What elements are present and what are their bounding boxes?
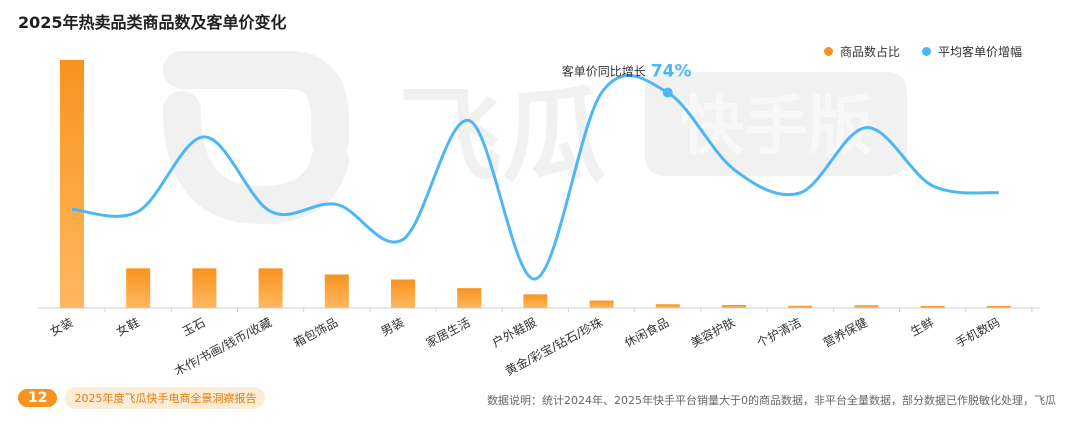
x-tick-label-4: 箱包饰品 — [291, 314, 340, 350]
bar-5 — [391, 279, 415, 308]
x-tick-label-12: 营养保健 — [820, 314, 869, 350]
x-tick-label-7: 户外鞋服 — [489, 314, 538, 350]
bar-4 — [324, 274, 349, 308]
highlight-point — [662, 87, 673, 98]
watermark-brand: 飞瓜 — [398, 75, 606, 197]
bar-2 — [192, 268, 217, 308]
report-name: 2025年度飞瓜快手电商全景洞察报告 — [65, 387, 266, 409]
legend-swatch-bar — [823, 47, 833, 56]
bar-8 — [589, 300, 614, 308]
x-tick-label-2: 玉石 — [180, 315, 208, 339]
legend-item-bar: 商品数占比 — [823, 43, 900, 60]
annotation-label: 客单价同比增长 — [562, 64, 646, 79]
x-tick-label-14: 手机数码 — [953, 314, 1002, 350]
watermark-logo-arc — [163, 91, 349, 225]
legend-item-line: 平均客单价增幅 — [921, 43, 1022, 60]
bar-12 — [854, 305, 879, 308]
bar-11 — [788, 305, 813, 308]
watermark-tag: 快手版 — [680, 90, 872, 164]
legend-label-bar: 商品数占比 — [839, 45, 900, 59]
watermark: 飞瓜 快手版 — [163, 51, 907, 225]
bar-0 — [60, 60, 84, 308]
bar-6 — [457, 288, 482, 308]
x-tick-label-0: 女装 — [47, 314, 75, 339]
x-tick-label-9: 休闲食品 — [622, 314, 671, 350]
x-tick-label-5: 男装 — [379, 315, 407, 339]
x-tick-label-10: 美容护肤 — [688, 314, 737, 350]
bar-7 — [523, 294, 548, 308]
x-tick-label-6: 家居生活 — [423, 314, 472, 350]
bar-10 — [722, 305, 746, 308]
watermark-tag-box — [645, 72, 907, 176]
bar-13 — [920, 306, 945, 308]
bar-14 — [986, 306, 1011, 308]
bar-1 — [126, 268, 151, 308]
price-growth-line — [71, 74, 999, 281]
bar-9 — [655, 304, 680, 308]
chart-title: 2025年热卖品类商品数及客单价变化 — [18, 13, 287, 32]
legend: 商品数占比 平均客单价增幅 — [823, 43, 1022, 60]
legend-swatch-line — [921, 47, 931, 56]
watermark-logo — [163, 51, 349, 159]
bar-3 — [258, 268, 283, 308]
data-note: 数据说明：统计2024年、2025年快手平台销量大于0的商品数据，非平台全量数据… — [487, 394, 1056, 407]
x-tick-label-11: 个护清洁 — [755, 315, 804, 350]
x-tick-label-1: 女鞋 — [113, 314, 141, 339]
chart-canvas: 飞瓜 快手版 客单价同比增长 74% 女装女鞋玉石木作/书画/钱币/收藏箱包饰品… — [38, 51, 1040, 378]
annotation-value: 74% — [651, 62, 692, 82]
page-number: 12 — [18, 389, 58, 407]
legend-label-line: 平均客单价增幅 — [937, 45, 1022, 59]
x-tick-label-13: 生鲜 — [908, 315, 936, 339]
footer-left: 12 2025年度飞瓜快手电商全景洞察报告 — [18, 387, 266, 409]
